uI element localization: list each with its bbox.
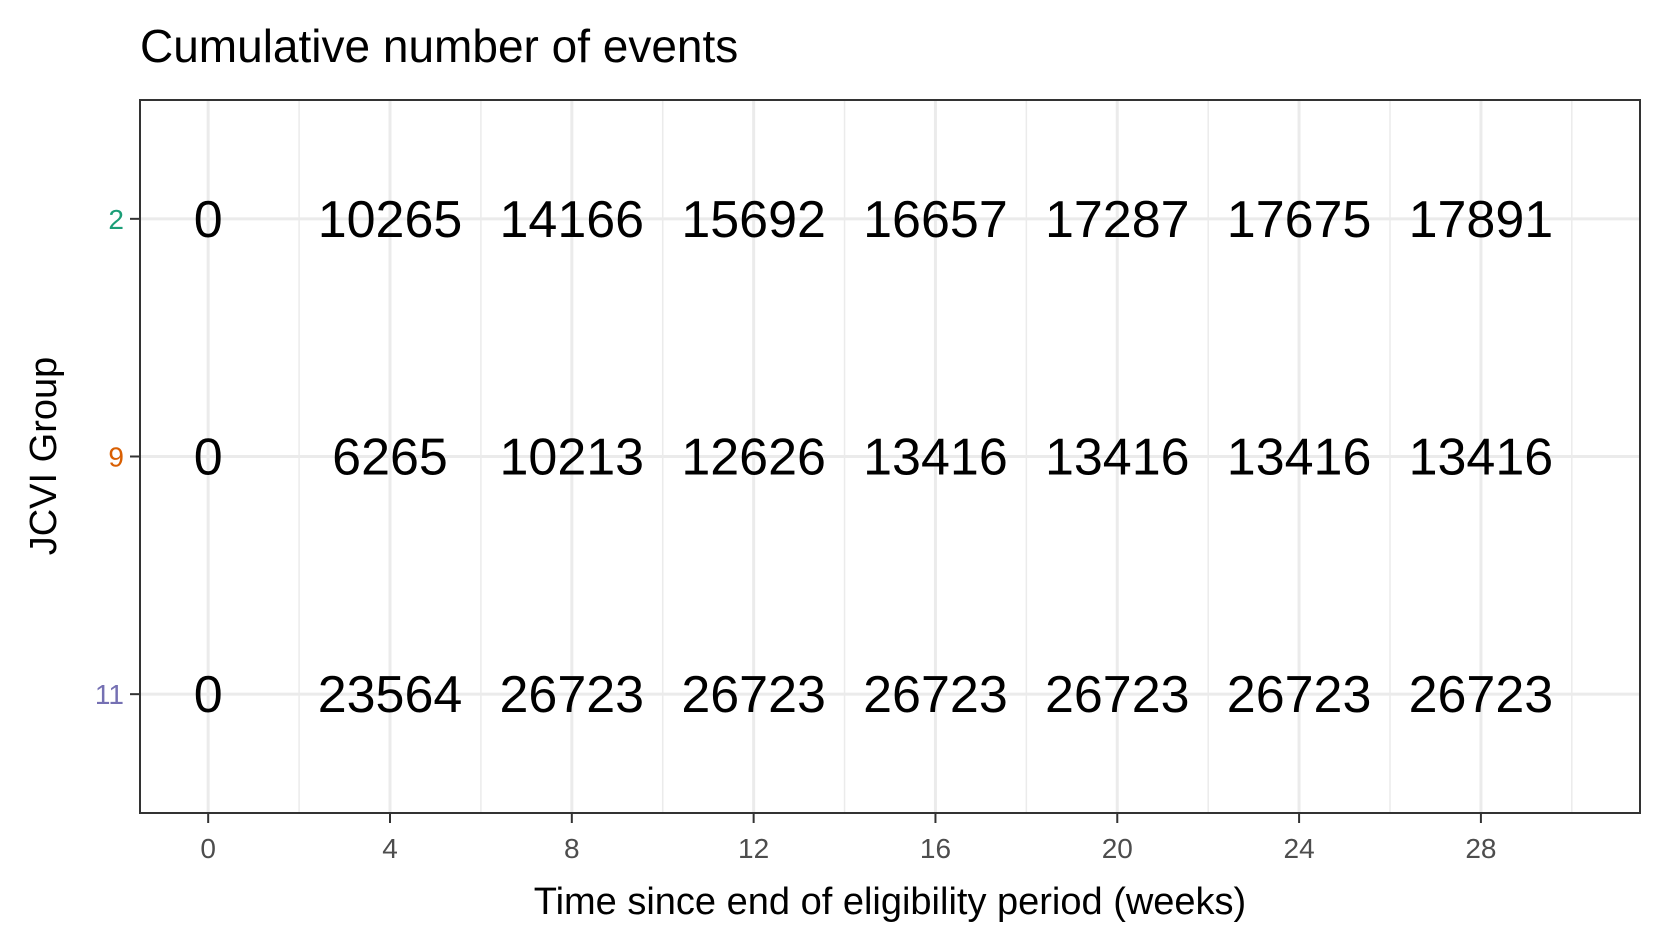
cell-value-label: 26723 <box>1227 666 1372 724</box>
x-axis: 0 4 8 12 16 20 24 28 <box>200 813 1496 864</box>
cell-value-label: 13416 <box>1227 429 1372 487</box>
cell-value-label: 10265 <box>318 191 463 249</box>
x-tick-label: 12 <box>738 833 769 864</box>
cell-value-label: 14166 <box>500 191 645 249</box>
y-axis: 2 9 11 <box>95 204 140 710</box>
cell-value-label: 13416 <box>1045 429 1190 487</box>
x-tick-label: 24 <box>1284 833 1315 864</box>
x-tick-label: 20 <box>1102 833 1133 864</box>
cell-value-label: 10213 <box>500 429 645 487</box>
cell-value-label: 17287 <box>1045 191 1190 249</box>
y-axis-title: JCVI Group <box>23 357 65 556</box>
x-tick-label: 4 <box>382 833 398 864</box>
cell-value-label: 12626 <box>681 429 826 487</box>
y-tick-label: 11 <box>95 679 124 710</box>
cell-value-label: 0 <box>194 429 223 487</box>
cell-value-label: 15692 <box>681 191 826 249</box>
chart-title: Cumulative number of events <box>140 20 738 72</box>
y-tick-label: 2 <box>108 204 124 235</box>
x-tick-label: 16 <box>920 833 951 864</box>
cell-value-label: 6265 <box>332 429 448 487</box>
cell-value-label: 0 <box>194 666 223 724</box>
cell-labels: 0 10265 14166 15692 16657 17287 17675 17891 0 626… <box>194 191 1553 724</box>
cell-value-label: 26723 <box>1409 666 1554 724</box>
y-tick-label: 9 <box>108 442 124 473</box>
cell-value-label: 17891 <box>1409 191 1554 249</box>
cell-value-label: 26723 <box>863 666 1008 724</box>
cell-value-label: 0 <box>194 191 223 249</box>
gridlines <box>140 100 1640 813</box>
cell-value-label: 26723 <box>1045 666 1190 724</box>
cell-value-label: 23564 <box>318 666 463 724</box>
cell-value-label: 26723 <box>681 666 826 724</box>
x-tick-label: 28 <box>1465 833 1496 864</box>
cell-value-label: 26723 <box>500 666 645 724</box>
x-axis-title: Time since end of eligibility period (we… <box>534 881 1246 923</box>
x-tick-label: 8 <box>564 833 580 864</box>
x-tick-label: 0 <box>200 833 216 864</box>
cell-value-label: 13416 <box>863 429 1008 487</box>
cell-value-label: 17675 <box>1227 191 1372 249</box>
cell-value-label: 13416 <box>1409 429 1554 487</box>
cell-value-label: 16657 <box>863 191 1008 249</box>
